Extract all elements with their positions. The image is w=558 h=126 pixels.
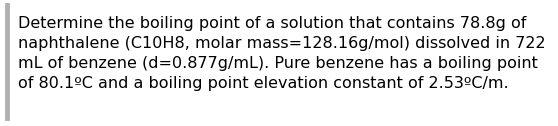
Text: Determine the boiling point of a solution that contains 78.8g of
naphthalene (C1: Determine the boiling point of a solutio… [18,16,546,91]
